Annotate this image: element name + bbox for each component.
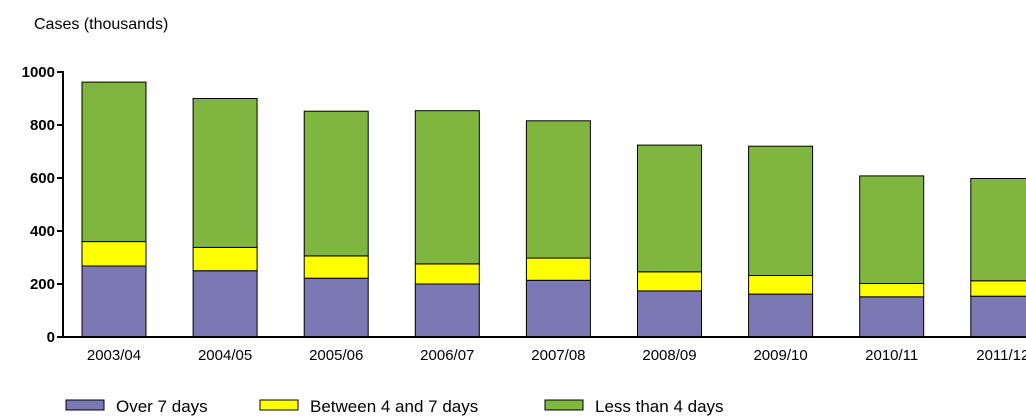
bar-segment-2006-07-s1 (414, 263, 480, 285)
bar-segment-2007-08-s0 (525, 279, 591, 338)
bar-segment-2010-11-s2 (859, 175, 925, 284)
bar-segment-2011-12-s1 (970, 280, 1026, 297)
bar-segment-2007-08-s2 (525, 120, 591, 259)
y-tick-label-1000: 1000 (22, 64, 55, 81)
bar-segment-2006-07-s2 (414, 110, 480, 265)
bar-segment-2005-06-s0 (303, 277, 369, 338)
bars-group (81, 81, 1026, 338)
legend-swatch-1 (259, 399, 299, 411)
x-tick-label-2009-10: 2009/10 (753, 347, 807, 364)
legend-label-1: Between 4 and 7 days (310, 397, 478, 416)
bar-segment-2003-04-s0 (81, 265, 147, 338)
y-axis-label: Cases (thousands) (34, 16, 168, 33)
x-tick-label-2007-08: 2007/08 (531, 347, 585, 364)
bar-segment-2010-11-s0 (859, 296, 925, 338)
legend-swatch-2 (544, 399, 584, 411)
bar-segment-2003-04-s1 (81, 241, 147, 267)
bar-segment-2005-06-s1 (303, 255, 369, 279)
legend-swatch-0 (65, 399, 105, 411)
x-tick-label-2011-12: 2011/12 (976, 347, 1026, 364)
bar-segment-2004-05-s1 (192, 246, 258, 272)
bar-segment-2011-12-s0 (970, 295, 1026, 338)
bar-segment-2008-09-s0 (637, 290, 702, 338)
x-tick-label-2003-04: 2003/04 (87, 347, 141, 364)
axes-group (62, 71, 1026, 338)
bar-segment-2003-04-s2 (81, 81, 147, 243)
bar-segment-2010-11-s1 (859, 283, 925, 298)
bar-segment-2009-10-s1 (748, 275, 814, 295)
x-tick-label-2006-07: 2006/07 (420, 347, 474, 364)
y-tick-label-200: 200 (30, 276, 55, 293)
y-tick-label-0: 0 (47, 329, 55, 346)
legend-label-2: Less than 4 days (595, 397, 724, 416)
bar-segment-2009-10-s0 (748, 293, 814, 338)
bar-segment-2004-05-s2 (192, 98, 258, 248)
x-ticks-group: 2003/04 2004/05 2005/06 2006/07 2007/08 2008/… (87, 347, 1026, 364)
y-ticks-group: 0 200 400 600 800 1000 (22, 64, 63, 346)
bar-segment-2004-05-s0 (192, 270, 258, 338)
legend-label-0: Over 7 days (116, 397, 208, 416)
bar-segment-2008-09-s2 (637, 144, 702, 273)
bar-segment-2005-06-s2 (303, 110, 369, 257)
y-tick-label-600: 600 (30, 170, 55, 187)
bar-segment-2007-08-s1 (525, 257, 591, 281)
bar-segment-2008-09-s1 (637, 271, 702, 292)
bar-segment-2006-07-s0 (414, 283, 480, 338)
legend: Over 7 days Between 4 and 7 days Less than… (65, 397, 724, 416)
x-tick-label-2008-09: 2008/09 (642, 347, 696, 364)
bar-segment-2009-10-s2 (748, 145, 814, 276)
y-tick-label-400: 400 (30, 223, 55, 240)
x-tick-label-2004-05: 2004/05 (198, 347, 252, 364)
x-tick-label-2005-06: 2005/06 (309, 347, 363, 364)
bar-segment-2011-12-s2 (970, 178, 1026, 282)
x-tick-label-2010-11: 2010/11 (865, 347, 918, 364)
y-tick-label-800: 800 (30, 117, 55, 134)
